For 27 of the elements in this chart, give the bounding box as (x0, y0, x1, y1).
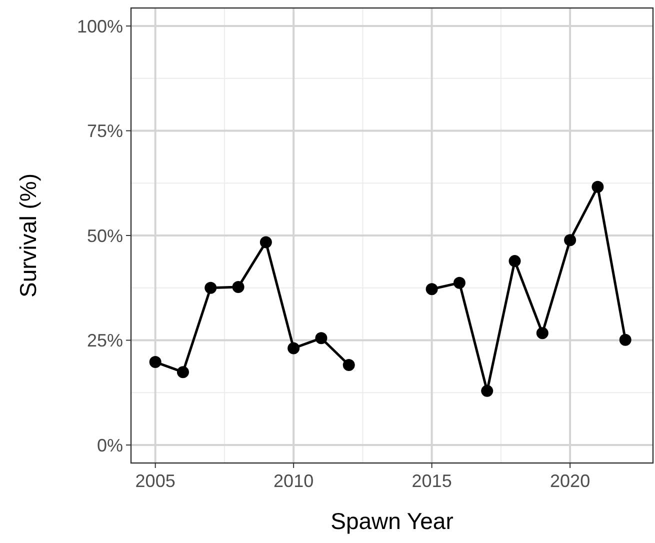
point (342, 358, 355, 371)
point (481, 384, 494, 397)
y-axis-title: Survival (%) (15, 174, 41, 298)
point (204, 282, 217, 294)
x-tick-label: 2020 (550, 471, 590, 491)
point (592, 180, 604, 193)
point (619, 334, 632, 346)
point (260, 236, 272, 248)
point (288, 342, 300, 354)
point (176, 366, 189, 378)
point (149, 356, 162, 368)
point (564, 234, 576, 246)
point (508, 255, 521, 268)
y-tick-label: 25% (86, 330, 123, 351)
x-tick-label: 2010 (274, 471, 314, 491)
y-tick-label: 0% (96, 435, 123, 456)
x-tick-label: 2005 (135, 471, 176, 491)
point (315, 332, 328, 344)
point (536, 327, 548, 340)
point (232, 281, 244, 294)
point (426, 283, 438, 296)
x-axis-title: Spawn Year (330, 508, 454, 534)
y-tick-label: 75% (86, 121, 123, 142)
x-tick-label: 2015 (412, 471, 452, 491)
y-tick-label: 100% (76, 16, 123, 36)
y-tick-label: 50% (86, 226, 123, 246)
point (453, 276, 466, 289)
